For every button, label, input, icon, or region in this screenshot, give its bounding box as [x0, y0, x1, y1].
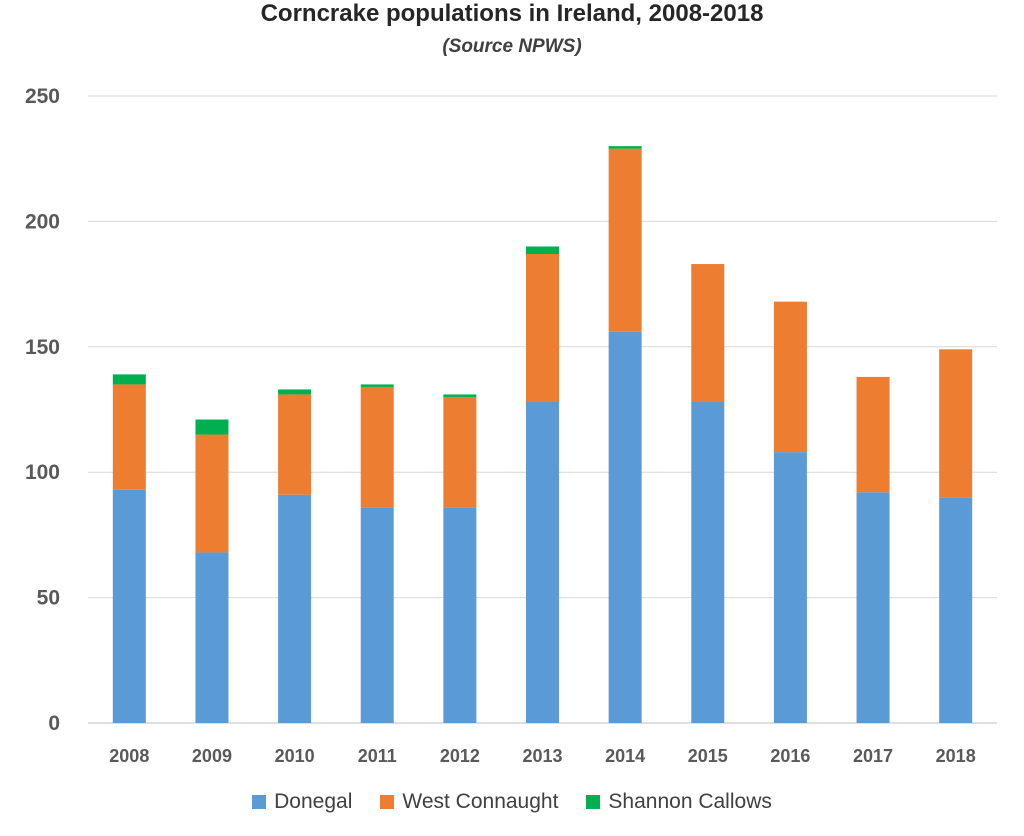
y-tick-label: 150	[25, 336, 60, 359]
bar-donegal-2016	[773, 452, 807, 723]
legend-item: Donegal	[252, 790, 352, 814]
bar-west-connaught-2014	[608, 148, 642, 332]
bar-west-connaught-2013	[526, 254, 559, 402]
legend-label: Donegal	[274, 790, 353, 813]
y-tick-label: 0	[48, 712, 60, 735]
legend-swatch	[252, 795, 267, 809]
chart-title: Corncrake populations in Ireland, 2008-2…	[260, 0, 764, 27]
bar-donegal-2018	[939, 497, 973, 723]
bar-west-connaught-2018	[939, 349, 973, 498]
bar-west-connaught-2008	[112, 384, 146, 490]
x-tick-label: 2012	[440, 746, 480, 766]
bar-donegal-2010	[278, 494, 312, 723]
bar-shannon-callows-2010	[278, 389, 312, 395]
x-tick-label: 2017	[853, 746, 893, 766]
bar-west-connaught-2012	[443, 396, 477, 508]
legend-item: West Connaught	[380, 790, 558, 814]
bar-shannon-callows-2011	[360, 384, 394, 387]
x-tick-label: 2011	[358, 746, 397, 766]
legend-label: Shannon Callows	[608, 790, 772, 813]
legend-swatch	[380, 795, 395, 809]
y-tick-label: 250	[25, 85, 60, 108]
bar-donegal-2015	[691, 401, 725, 723]
bar-donegal-2009	[195, 552, 229, 723]
bar-west-connaught-2009	[195, 434, 229, 553]
bar-west-connaught-2011	[360, 386, 394, 508]
x-tick-label: 2015	[688, 746, 728, 766]
bar-donegal-2017	[856, 492, 890, 723]
bar-shannon-callows-2012	[443, 394, 477, 397]
bar-west-connaught-2016	[773, 301, 807, 453]
bar-shannon-callows-2009	[195, 419, 229, 435]
bar-donegal-2011	[360, 507, 394, 723]
y-tick-label: 100	[25, 461, 60, 484]
legend: Donegal West Connaught Shannon Callows	[0, 790, 1024, 814]
x-tick-label: 2014	[605, 746, 645, 766]
x-tick-label: 2018	[936, 746, 976, 766]
legend-label: West Connaught	[402, 790, 559, 813]
x-tick-label: 2013	[522, 746, 562, 766]
legend-item: Shannon Callows	[586, 790, 772, 814]
bar-donegal-2012	[443, 507, 477, 723]
bar-shannon-callows-2014	[608, 146, 642, 149]
legend-swatch	[586, 795, 601, 809]
x-tick-label: 2009	[192, 746, 232, 766]
bar-donegal-2014	[608, 331, 642, 723]
chart-subtitle: (Source NPWS)	[442, 36, 582, 57]
bar-donegal-2008	[112, 489, 146, 723]
bar-donegal-2013	[526, 401, 559, 723]
x-tick-label: 2016	[770, 746, 810, 766]
bar-shannon-callows-2008	[112, 374, 146, 385]
y-tick-label: 200	[25, 210, 60, 233]
bar-west-connaught-2010	[278, 394, 312, 495]
y-tick-label: 50	[37, 587, 60, 610]
bar-west-connaught-2015	[691, 264, 725, 402]
bar-shannon-callows-2013	[526, 246, 559, 255]
x-tick-label: 2008	[109, 746, 149, 766]
x-tick-label: 2010	[275, 746, 315, 766]
bar-west-connaught-2017	[856, 376, 890, 493]
